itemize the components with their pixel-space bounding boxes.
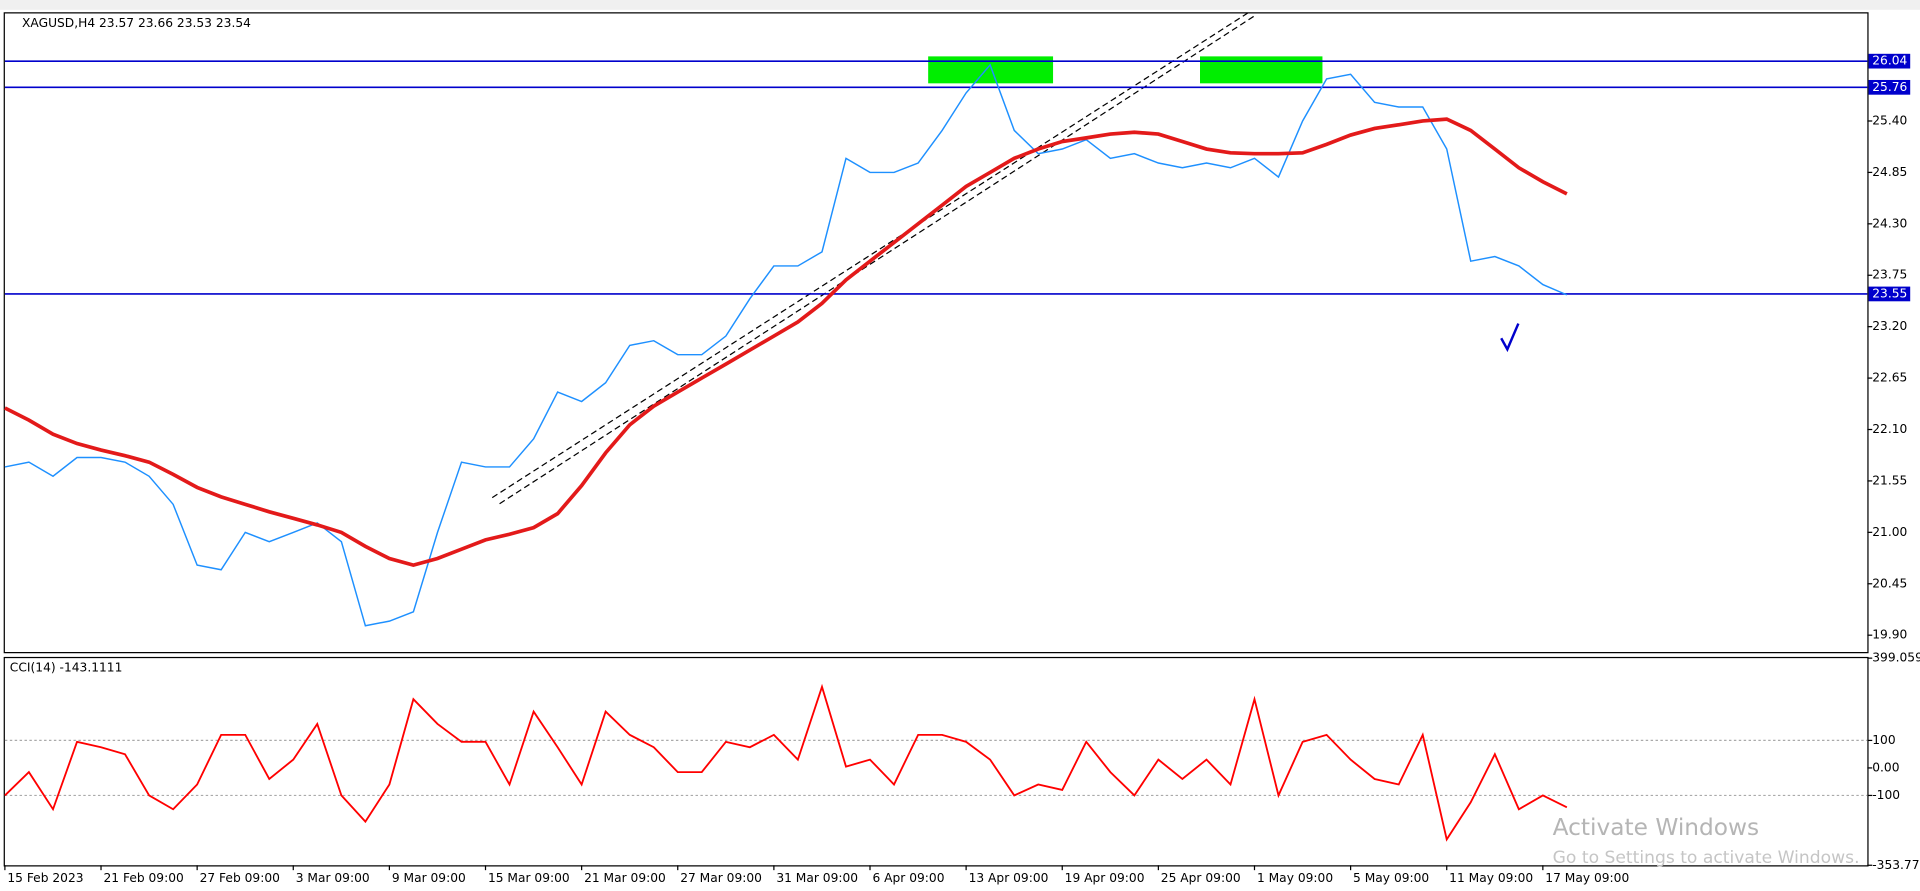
x-tick-label: 9 Mar 09:00 — [392, 871, 466, 885]
x-tick-label: 27 Feb 09:00 — [200, 871, 280, 885]
x-tick-label: 13 Apr 09:00 — [969, 871, 1049, 885]
price-level-box — [1868, 53, 1911, 69]
y-tick-label: 23.75 — [1872, 268, 1907, 282]
y-tick-label: 23.20 — [1872, 319, 1907, 333]
x-tick-label: 15 Mar 09:00 — [488, 871, 570, 885]
y-tick-label: 25.40 — [1872, 113, 1907, 127]
y-tick-label: 24.30 — [1872, 216, 1907, 230]
watermark-title: Activate Windows — [1553, 814, 1760, 841]
series-line — [4, 117, 1568, 568]
x-tick-label: 11 May 09:00 — [1449, 871, 1533, 885]
y-tick-label: 21.00 — [1872, 525, 1907, 539]
y-tick-label: 24.85 — [1872, 165, 1907, 179]
toolbar — [0, 0, 1920, 10]
price-panel — [3, 12, 1869, 654]
price-level-label: 25.76 — [1872, 80, 1907, 94]
price-level-box — [1868, 79, 1911, 95]
trend-line — [499, 14, 1257, 505]
x-tick-label: 17 May 09:00 — [1545, 871, 1629, 885]
y-tick-label: 0.00 — [1872, 760, 1899, 774]
chart-title: XAGUSD,H4 23.57 23.66 23.53 23.54 — [22, 16, 251, 30]
indicator-title: CCI(14) -143.1111 — [10, 660, 123, 674]
series-line — [4, 63, 1568, 627]
x-tick-label: 27 Mar 09:00 — [680, 871, 762, 885]
cci-panel — [3, 656, 1869, 867]
x-tick-label: 15 Feb 2023 — [7, 871, 83, 885]
x-tick-label: 5 May 09:00 — [1353, 871, 1429, 885]
y-tick-label: 20.45 — [1872, 576, 1907, 590]
y-tick-label: 19.90 — [1872, 628, 1907, 642]
watermark-subtitle: Go to Settings to activate Windows. — [1553, 848, 1860, 868]
y-tick-label: 100 — [1872, 733, 1895, 747]
y-tick-label: 22.65 — [1872, 371, 1907, 385]
x-tick-label: 21 Feb 09:00 — [103, 871, 183, 885]
y-tick-label: 399.059 — [1872, 651, 1920, 665]
x-tick-label: 31 Mar 09:00 — [776, 871, 858, 885]
y-tick-label: 21.55 — [1872, 473, 1907, 487]
price-level-label: 23.55 — [1872, 286, 1907, 300]
x-tick-label: 25 Apr 09:00 — [1161, 871, 1241, 885]
x-tick-label: 19 Apr 09:00 — [1065, 871, 1145, 885]
x-tick-label: 3 Mar 09:00 — [296, 871, 370, 885]
x-tick-label: 1 May 09:00 — [1257, 871, 1333, 885]
price-level-box — [1868, 286, 1911, 302]
x-tick-label: 6 Apr 09:00 — [872, 871, 944, 885]
x-tick-label: 21 Mar 09:00 — [584, 871, 666, 885]
series-line — [4, 683, 1568, 842]
price-level-label: 26.04 — [1872, 54, 1907, 68]
y-tick-label: -353.774 — [1872, 858, 1920, 872]
y-tick-label: -100 — [1872, 788, 1900, 802]
annotation-check — [1500, 323, 1520, 353]
trend-line — [491, 11, 1250, 499]
y-tick-label: 22.10 — [1872, 422, 1907, 436]
